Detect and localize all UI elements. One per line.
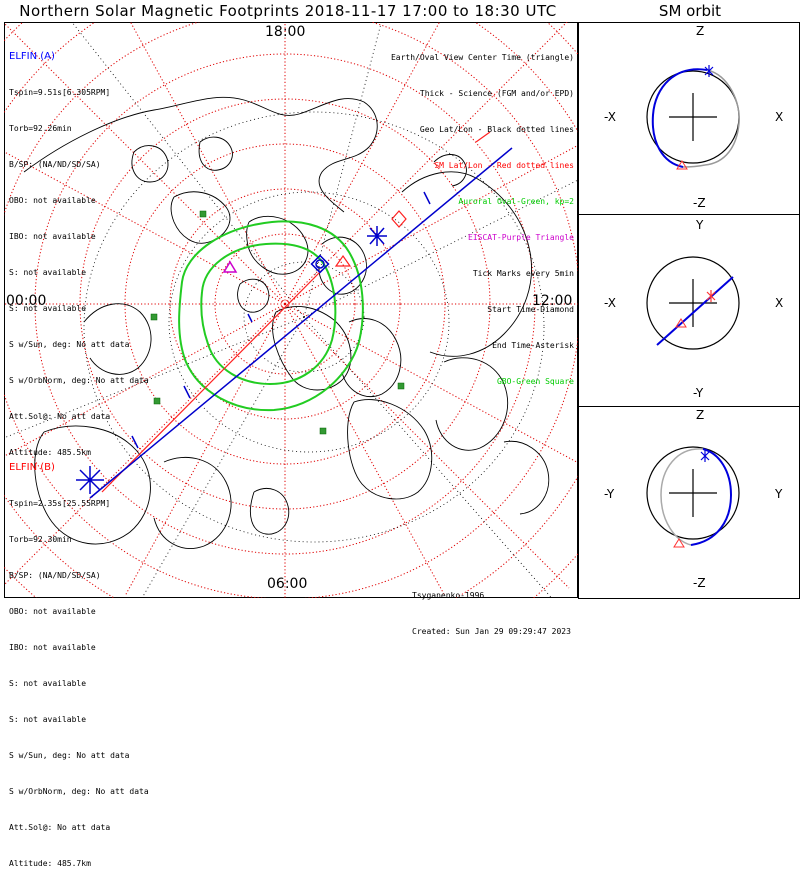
elfin-a-line: S: not available: [9, 304, 87, 313]
legend-entry: SM Lat/Lon - Red dotted lines: [434, 161, 574, 170]
elfin-a-line: Altitude: 485.5km: [9, 448, 91, 457]
elfin-b-track: [101, 131, 491, 493]
elfin-a-line: OBO: not available: [9, 196, 96, 205]
elfin-a-line: Torb=92.26min: [9, 124, 72, 133]
elfin-b-line: S: not available: [9, 715, 87, 724]
hour-label-top: 18:00: [265, 24, 306, 40]
hour-label-right: 12:00: [532, 293, 573, 309]
elfin-b-line: S: not available: [9, 679, 87, 688]
elfin-a-line: Att.Sol@: No att data: [9, 412, 111, 421]
hour-label-left: 00:00: [6, 293, 47, 309]
elfin-b-line: OBO: not available: [9, 607, 96, 616]
legend-entry: End Time-Asterisk: [492, 341, 574, 350]
elfin-a-info: ELFIN (A) Tspin=9.51s[6.305RPM] Torb=92.…: [9, 27, 149, 471]
axis-left-3: -Y: [604, 487, 615, 501]
legend-entry: Start Time-Diamond: [487, 305, 574, 314]
legend-entry: Thick - Science (FGM and/or EPD): [419, 89, 574, 98]
sm-lon-lines: [4, 22, 578, 598]
legend-entry: Earth/Oval View Center Time (triangle): [390, 53, 574, 62]
eiscat-triangle: [222, 260, 238, 273]
legend-entry: EISCAT-Purple Triangle: [468, 233, 574, 242]
legend-entry: Tick Marks every 5min: [472, 269, 574, 278]
legend-entry: Geo Lat/Lon - Black dotted lines: [419, 125, 574, 134]
elfin-a-line: B/SP: (NA/ND/SD/SA): [9, 160, 101, 169]
elfin-b-name: ELFIN (B): [9, 462, 55, 473]
orbit-title: SM orbit: [658, 2, 722, 20]
elfin-a-line: Tspin=9.51s[6.305RPM]: [9, 88, 111, 97]
axis-right-1: X: [775, 110, 784, 124]
geo-grid: [4, 22, 578, 598]
axis-bottom-3: -Z: [693, 576, 706, 590]
axis-bottom-2: -Y: [693, 386, 704, 400]
axis-top-3: Z: [696, 408, 705, 422]
axis-left-1: -X: [604, 110, 616, 124]
hour-label-bottom: 06:00: [267, 576, 308, 592]
elfin-b-line: Att.Sol@: No att data: [9, 823, 111, 832]
elfin-b-info: ELFIN (B) Tspin=2.35s[25.55RPM] Torb=92.…: [9, 438, 149, 882]
elfin-b-line: Tspin=2.35s[25.55RPM]: [9, 499, 111, 508]
elfin-a-line: S w/Sun, deg: No att data: [9, 340, 130, 349]
orbit-plot-xz: [646, 65, 740, 170]
elfin-a-track: [76, 147, 513, 499]
elfin-b-line: Torb=92.30min: [9, 535, 72, 544]
orbit-plot-yz: [646, 446, 740, 548]
axis-left-2: -X: [604, 296, 616, 310]
map-frame: [4, 22, 578, 598]
axis-right-2: X: [775, 296, 784, 310]
elfin-a-name: ELFIN (A): [9, 51, 55, 62]
elfin-a-line: S: not available: [9, 268, 87, 277]
gbo-squares: [150, 210, 405, 435]
elfin-a-line: S w/OrbNorm, deg: No att data: [9, 376, 149, 385]
elfin-b-line: S w/OrbNorm, deg: No att data: [9, 787, 149, 796]
elfin-b-line: Altitude: 485.7km: [9, 859, 91, 868]
footer: Tsyganenko-1996 Created: Sun Jan 29 09:2…: [412, 566, 571, 650]
orbit-plot-xy: [646, 256, 740, 350]
legend-entry: Auroral Oval-Green, kp=2: [458, 197, 574, 206]
elfin-b-line: IBO: not available: [9, 643, 96, 652]
elfin-b-line: B/SP: (NA/ND/SD/SA): [9, 571, 101, 580]
auroral-oval: [178, 220, 364, 412]
legend-entry: GBO-Green Square: [496, 377, 574, 386]
created-label: Created: Sun Jan 29 09:29:47 2023: [412, 627, 571, 636]
axis-top-2: Y: [696, 218, 704, 232]
legend: Earth/Oval View Center Time (triangle) T…: [391, 28, 574, 400]
elfin-b-line: S w/Sun, deg: No att data: [9, 751, 130, 760]
axis-bottom-1: -Z: [693, 196, 706, 210]
footprint-map: [4, 22, 578, 598]
axis-right-3: Y: [775, 487, 783, 501]
plot-title: Northern Solar Magnetic Footprints 2018-…: [19, 2, 557, 20]
elfin-a-line: IBO: not available: [9, 232, 96, 241]
axis-top-1: Z: [696, 24, 705, 38]
model-label: Tsyganenko-1996: [412, 591, 485, 600]
